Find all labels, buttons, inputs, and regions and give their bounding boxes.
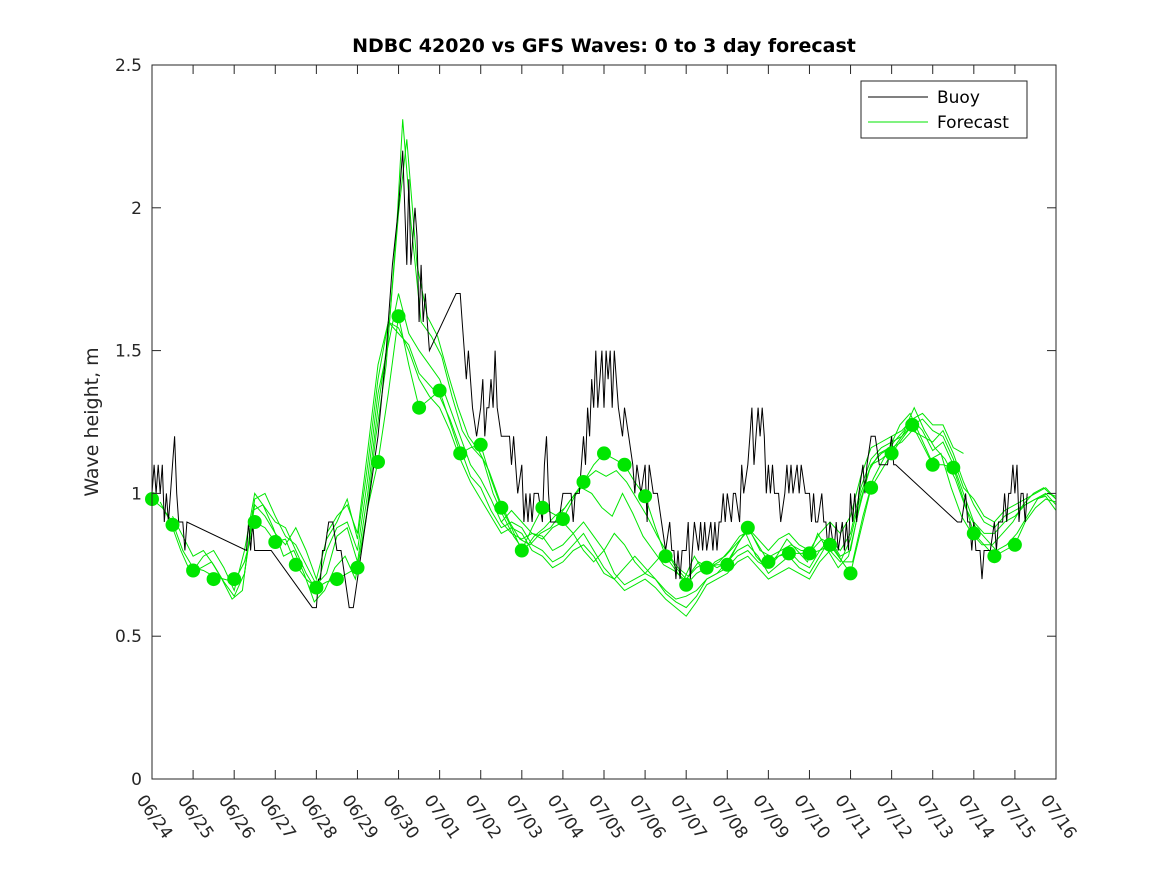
y-tick-label: 0 xyxy=(131,770,142,790)
y-tick-label: 0.5 xyxy=(115,627,142,647)
forecast-marker-4 xyxy=(206,572,221,587)
forecast-marker-12 xyxy=(371,455,385,469)
forecast-marker-39 xyxy=(925,457,940,472)
forecast-marker-29 xyxy=(720,557,735,572)
forecast-marker-3 xyxy=(186,563,201,578)
y-tick-label: 2 xyxy=(131,199,142,219)
forecast-marker-15 xyxy=(432,383,447,398)
forecast-marker-37 xyxy=(884,446,899,461)
forecast-marker-35 xyxy=(843,566,858,581)
forecast-marker-20 xyxy=(535,500,550,515)
forecast-marker-31 xyxy=(761,554,776,569)
forecast-marker-42 xyxy=(987,549,1002,564)
forecast-marker-8 xyxy=(288,557,303,572)
forecast-marker-38 xyxy=(905,417,920,432)
forecast-line-5 xyxy=(244,320,1057,617)
forecast-line-7 xyxy=(500,412,964,580)
forecast-marker-9 xyxy=(309,580,324,595)
forecast-marker-30 xyxy=(740,520,755,535)
forecast-marker-25 xyxy=(638,489,653,504)
forecast-marker-11 xyxy=(350,560,365,575)
forecast-marker-43 xyxy=(1007,537,1022,552)
forecast-marker-24 xyxy=(617,457,632,472)
forecast-marker-18 xyxy=(494,500,509,515)
forecast-marker-13 xyxy=(391,309,406,324)
y-tick-label: 1 xyxy=(131,484,142,504)
axes-background xyxy=(152,65,1056,779)
forecast-marker-27 xyxy=(679,577,694,592)
forecast-marker-10 xyxy=(329,572,344,587)
y-tick-label: 2.5 xyxy=(115,56,142,76)
forecast-marker-34 xyxy=(823,537,837,552)
forecast-marker-14 xyxy=(412,400,427,415)
forecast-line-3 xyxy=(172,139,1057,598)
forecast-marker-19 xyxy=(514,543,529,558)
forecast-marker-7 xyxy=(268,535,283,549)
forecast-marker-5 xyxy=(227,572,242,587)
y-axis-label: Wave height, m xyxy=(81,347,103,496)
forecast-marker-22 xyxy=(576,475,591,489)
forecast-marker-28 xyxy=(699,560,714,575)
forecast-marker-6 xyxy=(247,515,262,529)
forecast-marker-41 xyxy=(966,526,981,541)
forecast-marker-26 xyxy=(658,549,673,564)
forecast-marker-17 xyxy=(473,437,488,452)
forecast-marker-32 xyxy=(781,546,796,561)
forecast-marker-16 xyxy=(453,446,468,461)
legend-forecast-label: Forecast xyxy=(937,113,1009,133)
series-layer xyxy=(145,119,1057,617)
forecast-line-6 xyxy=(326,321,1057,600)
legend: Buoy Forecast xyxy=(860,80,1028,139)
forecast-marker-2 xyxy=(165,517,180,532)
forecast-marker-23 xyxy=(597,446,611,461)
chart-title: NDBC 42020 vs GFS Waves: 0 to 3 day fore… xyxy=(352,35,856,57)
forecast-marker-40 xyxy=(946,460,961,475)
forecast-marker-21 xyxy=(555,512,570,527)
y-tick-label: 1.5 xyxy=(115,342,142,362)
legend-box xyxy=(860,80,1028,139)
forecast-marker-33 xyxy=(802,546,817,561)
legend-buoy-label: Buoy xyxy=(937,88,980,108)
forecast-marker-36 xyxy=(864,480,879,495)
